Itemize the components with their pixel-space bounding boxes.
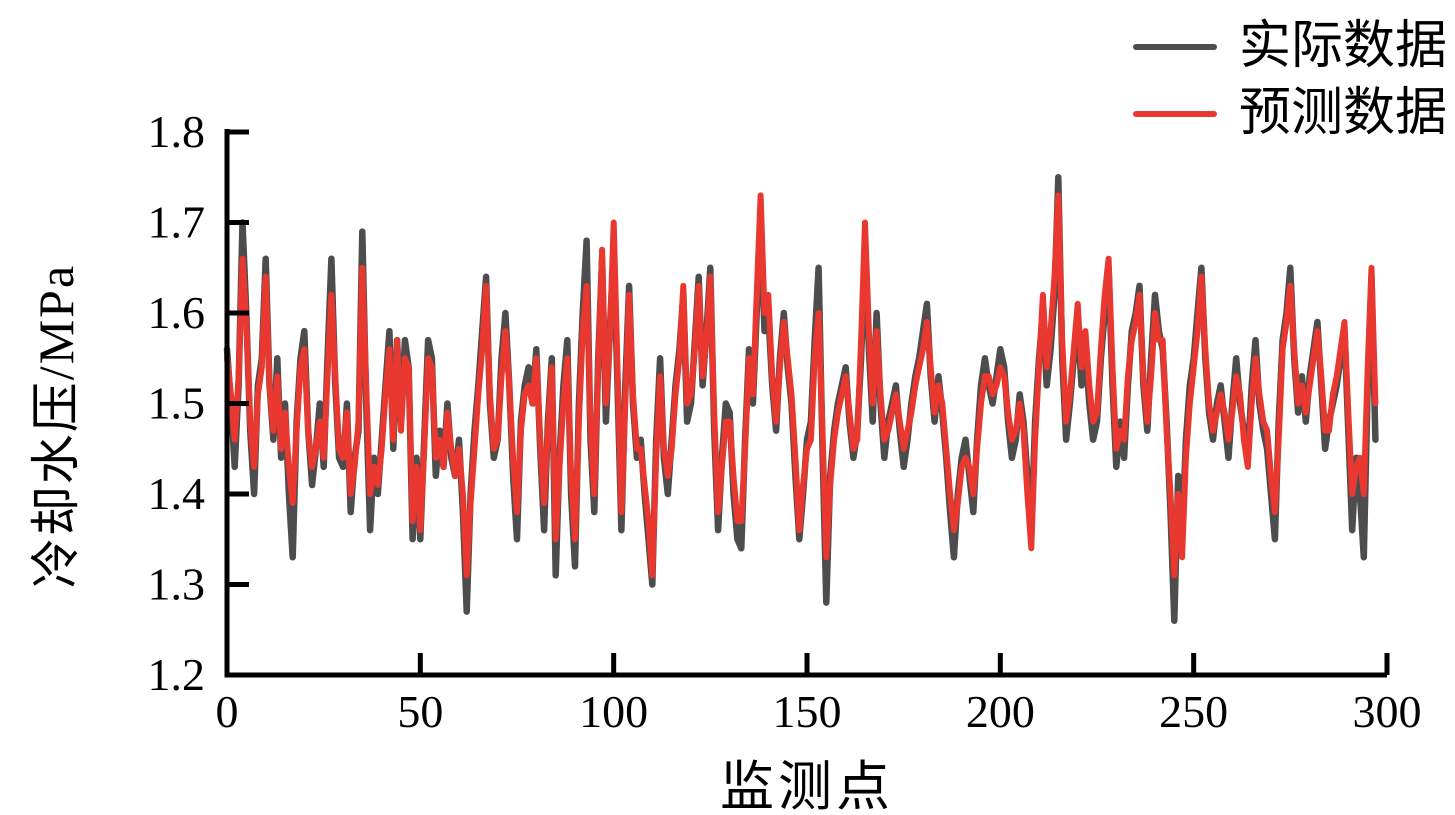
predicted-series-line bbox=[224, 192, 1379, 579]
actual-series-label: 实际数据 bbox=[1238, 18, 1447, 75]
y-axis-title: 冷却水压/MPa bbox=[28, 263, 84, 589]
x-tick-label: 100 bbox=[579, 686, 648, 737]
y-tick-label: 1.4 bbox=[148, 468, 206, 519]
y-axis-tick-labels: 1.2 1.3 1.4 1.5 1.6 1.7 1.8 bbox=[148, 106, 206, 700]
y-tick-label: 1.5 bbox=[148, 378, 206, 429]
x-tick-label: 250 bbox=[1159, 686, 1228, 737]
y-tick-label: 1.7 bbox=[148, 197, 206, 248]
x-tick-label: 0 bbox=[216, 686, 239, 737]
legend: 实际数据 预测数据 bbox=[1132, 18, 1447, 143]
y-tick-label: 1.3 bbox=[148, 559, 206, 610]
x-axis-tick-labels: 0 50 100 150 200 250 300 bbox=[216, 686, 1422, 737]
predicted-series-label: 预测数据 bbox=[1238, 85, 1447, 143]
legend-item-actual: 实际数据 bbox=[1132, 18, 1447, 75]
actual-series-swatch bbox=[1132, 43, 1217, 50]
y-tick-label: 1.6 bbox=[148, 287, 206, 338]
x-tick-label: 150 bbox=[773, 686, 842, 737]
y-tick-label: 1.8 bbox=[148, 106, 206, 157]
legend-item-predicted: 预测数据 bbox=[1132, 85, 1447, 143]
y-axis-ticks bbox=[227, 129, 249, 678]
x-axis-ticks bbox=[224, 653, 1390, 675]
predicted-series-swatch bbox=[1132, 110, 1217, 117]
x-axis-title: 监测点 bbox=[720, 757, 894, 815]
x-tick-label: 50 bbox=[397, 686, 443, 737]
y-tick-label: 1.2 bbox=[148, 649, 206, 700]
x-tick-label: 300 bbox=[1353, 686, 1422, 737]
x-tick-label: 200 bbox=[966, 686, 1035, 737]
